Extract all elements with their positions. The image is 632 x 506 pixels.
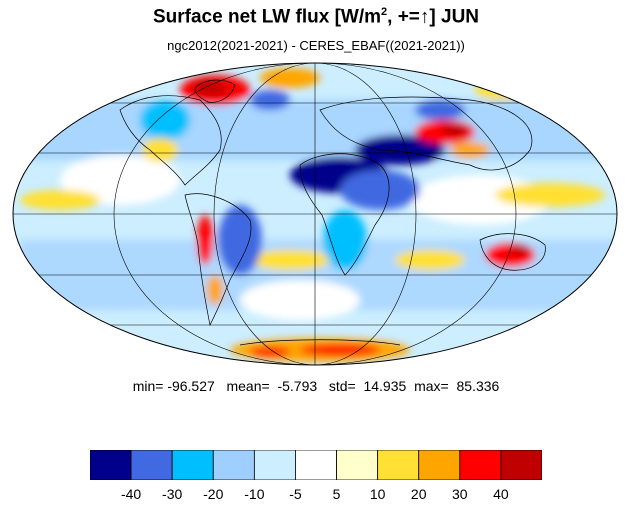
colorbar-swatch [171,450,214,480]
min-value: -96.527 [167,378,215,394]
colorbar-tick-label: -20 [203,486,224,502]
mean-value: -5.793 [277,378,318,394]
mean-label: mean= [226,378,270,394]
std-value: 14.935 [363,378,407,394]
colorbar-tick-label: -30 [162,486,183,502]
max-label: max= [414,378,449,394]
map-border [12,62,618,366]
colorbar-swatch [336,450,379,480]
map-field [13,63,617,365]
colorbar-swatch [377,450,420,480]
title-text: Surface net LW flux [W/m [152,6,382,28]
colorbar-tick-label: -10 [244,486,265,502]
colorbar-tick-label: 5 [332,486,341,502]
colorbar-tick-label: 30 [452,486,468,502]
colorbar-swatch [253,450,296,480]
colorbar-swatch [418,450,461,480]
std-label: std= [328,378,356,394]
colorbar-swatch [500,450,542,480]
colorbar-tick-label: -5 [289,486,302,502]
colorbar-swatch [295,450,337,480]
colorbar-tick-label: 10 [369,486,386,502]
colorbar-tick-label: 20 [410,486,427,502]
coastlines [119,79,546,346]
colorbar [90,450,542,480]
colorbar-swatch [130,450,173,480]
colorbar-tick-label: 40 [493,486,509,502]
title-superscript: 2 [381,6,388,18]
colorbar-swatch [212,450,255,480]
colorbar-swatch [459,450,502,480]
colorbar-swatch [90,450,132,480]
plot-title: Surface net LW flux [W/m2, +=↑] JUN [0,6,632,28]
world-map [12,62,618,366]
min-label: min= [132,378,164,394]
title-suffix: , +=↑] JUN [387,6,480,28]
plot-subtitle: ngc2012(2021-2021) - CERES_EBAF((2021-20… [167,38,465,53]
colorbar-tick-label: -40 [120,486,142,502]
statistics-line: min= -96.527 mean= -5.793 std= 14.935 ma… [0,378,632,394]
max-value: 85.336 [456,378,500,394]
